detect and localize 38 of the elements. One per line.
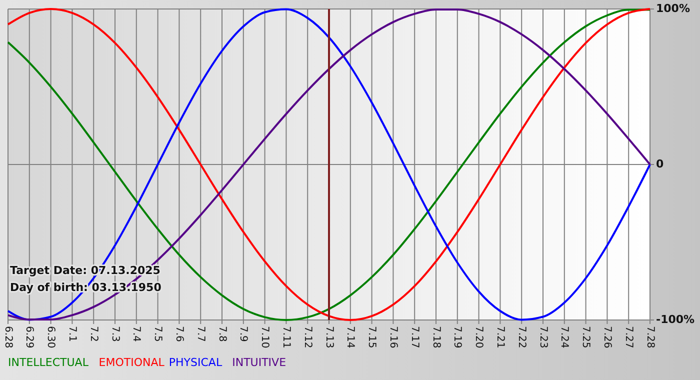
x-tick-label: 7.13: [323, 326, 334, 348]
x-tick-label: 7.15: [366, 326, 378, 348]
x-tick-label: 7.27: [622, 326, 634, 348]
x-tick-label: 7.18: [430, 326, 442, 348]
x-tick-label: 7.10: [259, 326, 270, 348]
x-tick-label: 7.24: [558, 326, 570, 348]
x-tick-label: 7.6: [173, 326, 184, 342]
x-tick-label: 7.7: [194, 326, 206, 342]
x-tick-label: 7.14: [344, 326, 356, 348]
x-tick-label: 7.16: [387, 326, 398, 348]
x-tick-label: 7.2: [88, 326, 99, 342]
text: INTELLECTUAL: [8, 356, 90, 369]
x-tick-label: 7.26: [601, 326, 612, 348]
text: INTUITIVE: [232, 356, 286, 369]
x-tick-label: 7.5: [152, 326, 164, 342]
text: EMOTIONAL: [98, 356, 166, 369]
text: PHYSICAL: [168, 356, 223, 369]
x-tick-label: 6.30: [45, 326, 56, 348]
y-tick-label: 0: [656, 158, 664, 171]
x-tick-label: 7.28: [644, 326, 656, 348]
x-tick-label: 7.22: [516, 326, 527, 348]
x-tick-label: 6.29: [24, 326, 35, 348]
x-tick-label: 7.11: [280, 326, 292, 348]
x-tick-label: 7.20: [473, 326, 484, 348]
x-tick-label: 7.21: [494, 326, 506, 348]
x-tick-label: 6.28: [2, 326, 14, 348]
y-tick-label: 100%: [656, 2, 690, 16]
x-tick-label: 7.9: [238, 326, 249, 342]
x-tick-label: 7.25: [580, 326, 592, 348]
x-tick-label: 7.1: [66, 326, 78, 342]
x-tick-label: 7.4: [130, 326, 142, 342]
x-tick-label: 7.12: [302, 326, 313, 348]
y-tick-label: -100%: [656, 313, 695, 326]
x-tick-label: 7.3: [109, 326, 120, 342]
x-tick-label: 7.8: [216, 326, 228, 342]
x-tick-label: 7.17: [408, 326, 420, 348]
x-tick-label: 7.23: [537, 326, 548, 348]
x-tick-label: 7.19: [452, 326, 463, 348]
